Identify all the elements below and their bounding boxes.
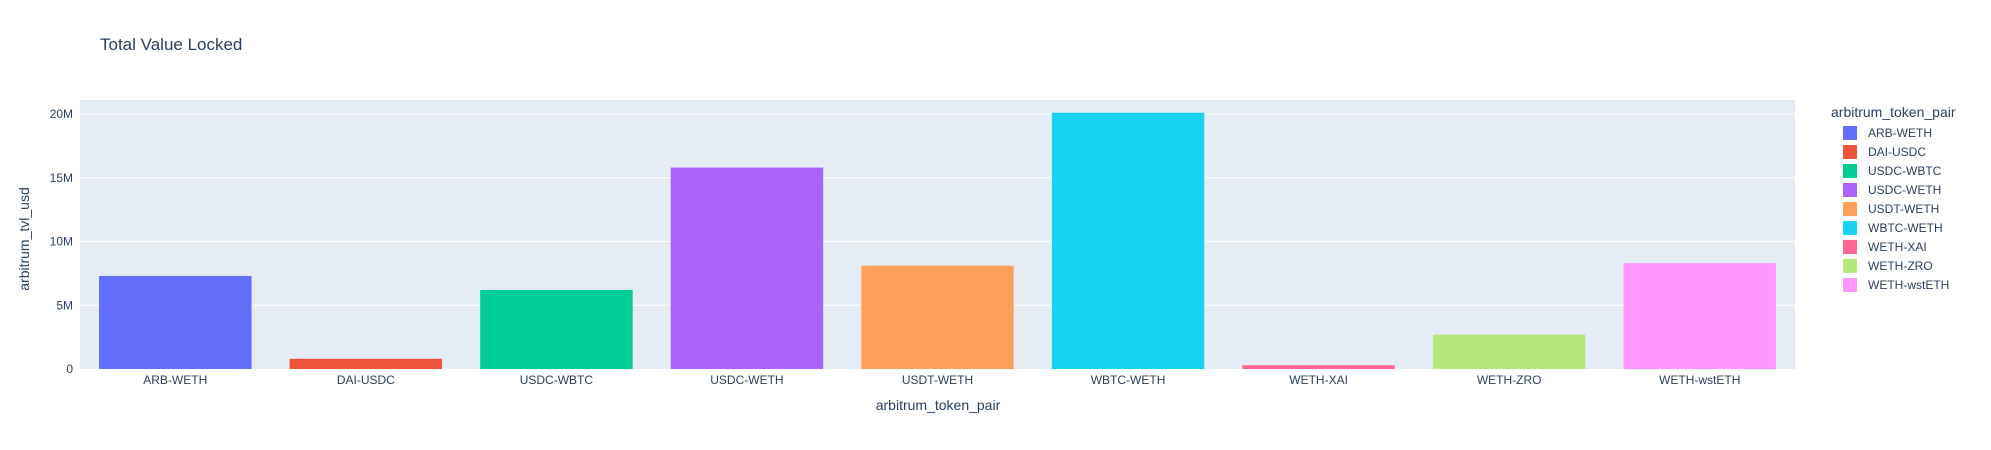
x-tick-label: USDC-WETH xyxy=(710,373,783,387)
legend-label[interactable]: WETH-ZRO xyxy=(1868,259,1933,273)
legend-swatch[interactable] xyxy=(1843,259,1857,273)
x-tick-label: USDC-WBTC xyxy=(520,373,594,387)
legend-label[interactable]: WETH-XAI xyxy=(1868,240,1927,254)
legend-swatch[interactable] xyxy=(1843,126,1857,140)
x-tick-label: WETH-wstETH xyxy=(1659,373,1740,387)
legend-label[interactable]: USDC-WBTC xyxy=(1868,164,1942,178)
legend-swatch[interactable] xyxy=(1843,240,1857,254)
legend-title: arbitrum_token_pair xyxy=(1831,104,1956,120)
y-tick-label: 0 xyxy=(66,362,73,376)
legend-label[interactable]: WBTC-WETH xyxy=(1868,221,1943,235)
legend-swatch[interactable] xyxy=(1843,183,1857,197)
x-tick-label: ARB-WETH xyxy=(143,373,207,387)
bar[interactable] xyxy=(1242,365,1395,369)
legend-label[interactable]: DAI-USDC xyxy=(1868,145,1926,159)
x-tick-label: WBTC-WETH xyxy=(1091,373,1166,387)
y-tick-label: 10M xyxy=(50,235,73,249)
y-tick-label: 20M xyxy=(50,107,73,121)
legend: ARB-WETH DAI-USDC USDC-WBTC USDC-WETH USDT-W… xyxy=(1843,126,1949,292)
x-tick-label: WETH-XAI xyxy=(1289,373,1348,387)
gridlines xyxy=(80,113,1795,306)
chart-title: Total Value Locked xyxy=(100,35,242,54)
bar[interactable] xyxy=(480,289,633,369)
bar[interactable] xyxy=(1623,263,1776,369)
legend-label[interactable]: USDC-WETH xyxy=(1868,183,1941,197)
bar[interactable] xyxy=(670,167,824,369)
bar[interactable] xyxy=(861,265,1014,369)
y-tick-label: 15M xyxy=(50,171,73,185)
x-tick-label: WETH-ZRO xyxy=(1477,373,1542,387)
y-tick-label: 5M xyxy=(56,298,73,312)
x-axis-title: arbitrum_token_pair xyxy=(876,397,1001,413)
x-axis-ticks: ARB-WETH DAI-USDC USDC-WBTC USDC-WETH USDT-W… xyxy=(143,373,1740,387)
y-axis-title: arbitrum_tvl_usd xyxy=(16,187,32,291)
legend-swatch[interactable] xyxy=(1843,145,1857,159)
bar[interactable] xyxy=(1432,334,1586,369)
legend-swatch[interactable] xyxy=(1843,202,1857,216)
legend-label[interactable]: USDT-WETH xyxy=(1868,202,1939,216)
y-axis-ticks: 0 5M 10M 15M 20M xyxy=(50,107,74,376)
bar[interactable] xyxy=(289,358,443,369)
bar[interactable] xyxy=(99,275,252,369)
x-tick-label: DAI-USDC xyxy=(337,373,395,387)
x-tick-label: USDT-WETH xyxy=(902,373,973,387)
legend-label[interactable]: ARB-WETH xyxy=(1868,126,1932,140)
bar[interactable] xyxy=(1051,112,1205,370)
legend-swatch[interactable] xyxy=(1843,278,1857,292)
legend-swatch[interactable] xyxy=(1843,164,1857,178)
legend-label[interactable]: WETH-wstETH xyxy=(1868,278,1949,292)
bars xyxy=(99,112,1776,370)
legend-swatch[interactable] xyxy=(1843,221,1857,235)
